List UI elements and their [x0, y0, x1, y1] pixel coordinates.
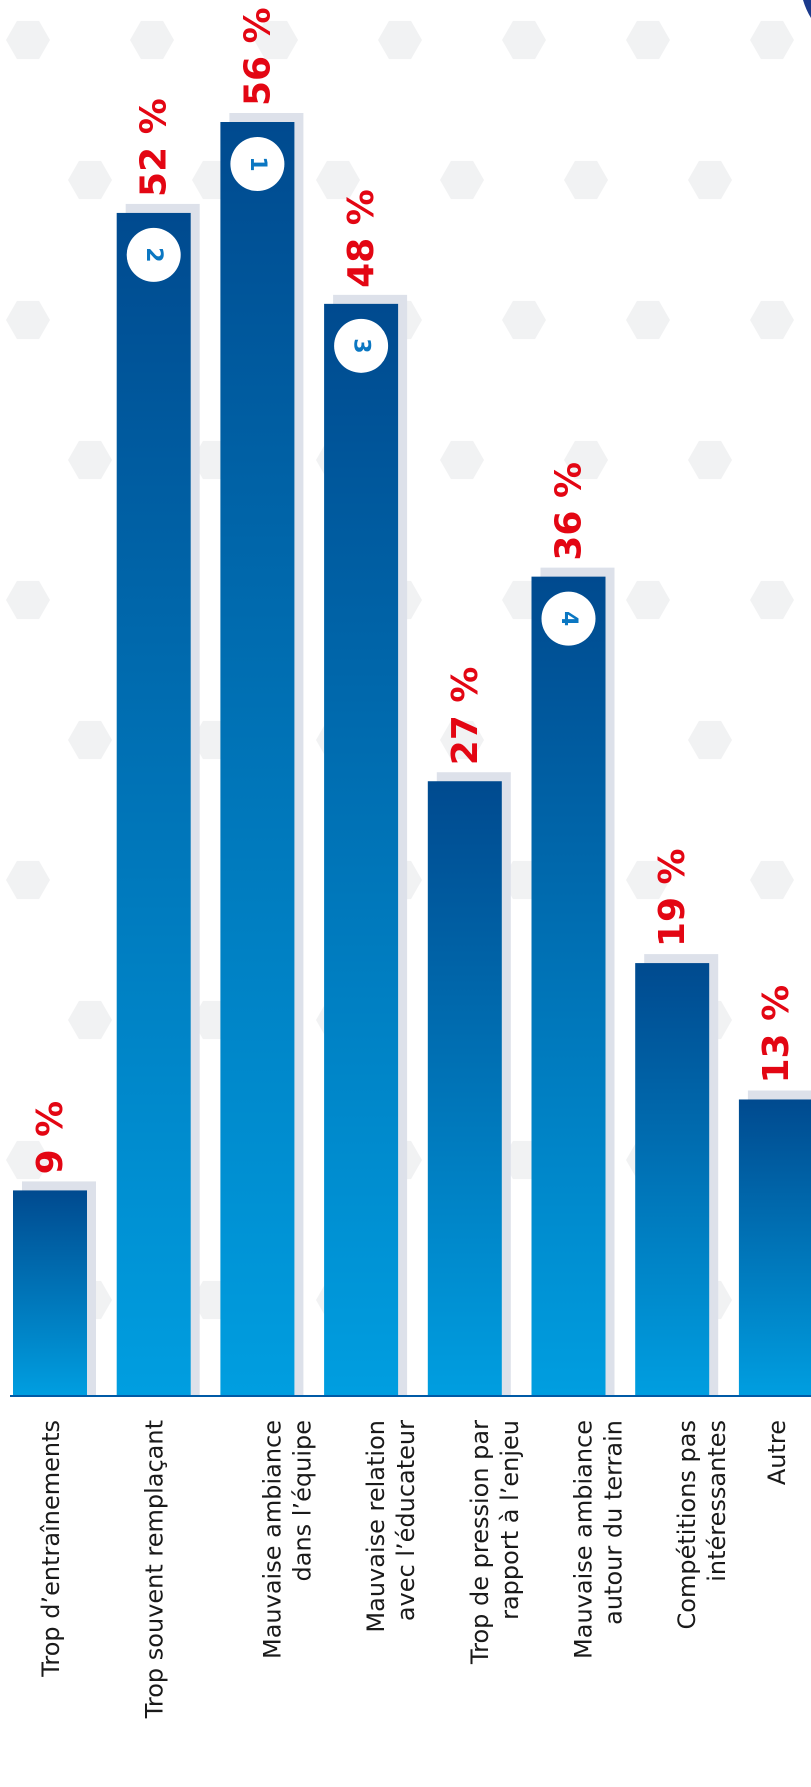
bar	[531, 576, 606, 1395]
category-label: Trop d’entraînements	[37, 1420, 65, 1678]
rank-number: 3	[349, 338, 374, 353]
value-label: 13 %	[756, 985, 797, 1084]
category-label-line: Trop d’entraînements	[37, 1420, 65, 1678]
category-label-line: rapport à l’enjeu	[496, 1420, 524, 1620]
category-label-line: Trop souvent remplaçant	[141, 1420, 169, 1719]
hexagon-decoration	[440, 160, 484, 200]
hexagon-decoration	[502, 20, 546, 60]
hexagon-decoration	[378, 20, 422, 60]
hexagon-decoration	[6, 20, 50, 60]
rank-number: 4	[556, 611, 581, 626]
bar	[116, 212, 191, 1395]
bar	[324, 303, 399, 1395]
value-label: 48 %	[341, 189, 382, 288]
category-label-line: Mauvaise relation	[362, 1420, 390, 1633]
hexagon-decoration	[688, 720, 732, 760]
hexagon-decoration	[68, 720, 112, 760]
hexagon-decoration	[130, 20, 174, 60]
hexagon-decoration	[564, 160, 608, 200]
hexagon-decoration	[316, 160, 360, 200]
hexagon-decoration	[68, 440, 112, 480]
hexagon-decoration	[6, 580, 50, 620]
hexagon-decoration	[626, 580, 670, 620]
category-label: Trop de pression parrapport à l’enjeu	[466, 1420, 524, 1665]
bar	[738, 1099, 811, 1395]
value-label: 19 %	[652, 848, 693, 947]
value-label: 9 %	[30, 1101, 71, 1175]
bars-layer	[13, 113, 811, 1395]
category-label: Mauvaise ambiancedans l’équipe	[258, 1420, 316, 1659]
hexagon-decoration	[626, 860, 670, 900]
category-label-line: Compétitions pas	[673, 1420, 701, 1629]
rank-badge	[230, 137, 285, 191]
hexagon-decoration	[68, 1000, 112, 1040]
category-label-line: Mauvaise ambiance	[570, 1420, 598, 1659]
hexagon-decoration	[440, 440, 484, 480]
value-label: 52 %	[134, 98, 175, 197]
category-label: Trop souvent remplaçant	[141, 1420, 169, 1719]
category-label: Mauvaise ambianceautour du terrain	[570, 1420, 628, 1659]
category-label: Autre	[763, 1420, 791, 1485]
hexagon-decoration	[440, 720, 484, 760]
category-label-line: autour du terrain	[600, 1420, 628, 1625]
category-label-line: intéressantes	[703, 1420, 731, 1582]
rank-badge	[126, 227, 181, 282]
bar	[220, 122, 295, 1395]
category-label-line: avec l’éducateur	[392, 1420, 420, 1621]
hexagon-decoration	[626, 300, 670, 340]
category-label-line: dans l’équipe	[288, 1420, 316, 1581]
value-label: 36 %	[549, 462, 590, 561]
hexagon-decoration	[750, 20, 794, 60]
hexagon-decoration	[750, 300, 794, 340]
hexagon-decoration	[750, 860, 794, 900]
hexagon-decoration	[688, 440, 732, 480]
bar	[427, 781, 502, 1395]
bar	[13, 1190, 87, 1395]
rank-badge	[541, 591, 596, 646]
value-label: 27 %	[445, 667, 486, 766]
labels-layer: 9 % Trop d’entraînements 52 % 2 Trop souvent…	[30, 7, 797, 1719]
category-label: Compétitions pasintéressantes	[673, 1420, 731, 1629]
hexagon-decoration	[6, 860, 50, 900]
value-label: 56 %	[237, 7, 278, 106]
category-label-line: Mauvaise ambiance	[258, 1420, 286, 1659]
hexagon-decoration	[688, 160, 732, 200]
hexagon-decoration	[68, 160, 112, 200]
category-label-line: Autre	[763, 1420, 791, 1485]
rank-badge	[334, 318, 389, 373]
rank-number: 1	[245, 156, 270, 171]
hexagon-decoration	[6, 1140, 50, 1180]
hexagon-decoration	[750, 580, 794, 620]
hexagon-decoration	[502, 300, 546, 340]
hexagon-decoration	[6, 300, 50, 340]
corner-decoration-icon	[803, 0, 811, 18]
category-label: Mauvaise relationavec l’éducateur	[362, 1420, 420, 1633]
hexagon-decoration	[626, 20, 670, 60]
bar	[635, 963, 710, 1395]
rank-number: 2	[141, 247, 166, 262]
category-label-line: Trop de pression par	[466, 1420, 494, 1665]
hexagon-decoration	[254, 20, 298, 60]
hexagon-decoration	[564, 440, 608, 480]
